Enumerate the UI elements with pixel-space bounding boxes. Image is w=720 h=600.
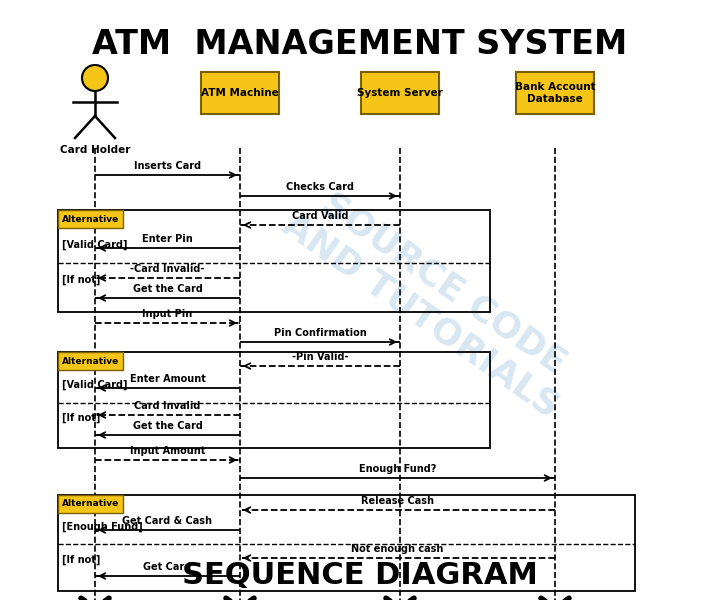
FancyBboxPatch shape bbox=[516, 72, 594, 114]
FancyBboxPatch shape bbox=[58, 352, 123, 370]
Text: [Valid Card]: [Valid Card] bbox=[62, 240, 127, 250]
Text: Alternative: Alternative bbox=[62, 214, 119, 223]
Text: Card Valid: Card Valid bbox=[292, 211, 348, 221]
Text: Input Amount: Input Amount bbox=[130, 446, 205, 456]
Text: Alternative: Alternative bbox=[62, 356, 119, 365]
FancyBboxPatch shape bbox=[201, 72, 279, 114]
Text: Get Card: Get Card bbox=[143, 562, 192, 572]
Text: Input Pin: Input Pin bbox=[143, 309, 193, 319]
Text: Pin Confirmation: Pin Confirmation bbox=[274, 328, 366, 338]
Text: Card Holder: Card Holder bbox=[60, 145, 130, 155]
FancyBboxPatch shape bbox=[58, 495, 123, 513]
Text: Bank Account
Database: Bank Account Database bbox=[515, 82, 595, 104]
Text: Enough Fund?: Enough Fund? bbox=[359, 464, 436, 474]
Text: Card Invalid: Card Invalid bbox=[135, 401, 201, 411]
Text: Enter Amount: Enter Amount bbox=[130, 374, 205, 384]
Text: Get the Card: Get the Card bbox=[132, 421, 202, 431]
Text: System Server: System Server bbox=[357, 88, 443, 98]
Text: Release Cash: Release Cash bbox=[361, 496, 434, 506]
Text: -Card Invalid-: -Card Invalid- bbox=[130, 264, 204, 274]
Text: [Enough Fund]: [Enough Fund] bbox=[62, 522, 143, 532]
Text: Get the Card: Get the Card bbox=[132, 284, 202, 294]
Text: [Valid Card]: [Valid Card] bbox=[62, 380, 127, 390]
Text: Enter Pin: Enter Pin bbox=[142, 234, 193, 244]
Text: [If not]: [If not] bbox=[62, 275, 100, 285]
FancyBboxPatch shape bbox=[58, 210, 123, 228]
Text: [If not]: [If not] bbox=[62, 555, 100, 565]
Text: Checks Card: Checks Card bbox=[286, 182, 354, 192]
Text: SOURCE CODE
AND TUTORIALS: SOURCE CODE AND TUTORIALS bbox=[276, 176, 588, 424]
Text: ATM  MANAGEMENT SYSTEM: ATM MANAGEMENT SYSTEM bbox=[92, 28, 628, 61]
FancyBboxPatch shape bbox=[361, 72, 439, 114]
Text: SEQUENCE DIAGRAM: SEQUENCE DIAGRAM bbox=[182, 561, 538, 590]
Text: ATM Machine: ATM Machine bbox=[201, 88, 279, 98]
Text: [If not]: [If not] bbox=[62, 413, 100, 423]
Text: -Pin Valid-: -Pin Valid- bbox=[292, 352, 348, 362]
Text: Inserts Card: Inserts Card bbox=[134, 161, 201, 171]
Text: Not enough cash: Not enough cash bbox=[351, 544, 444, 554]
Text: Get Card & Cash: Get Card & Cash bbox=[122, 516, 212, 526]
Text: Alternative: Alternative bbox=[62, 499, 119, 509]
Circle shape bbox=[82, 65, 108, 91]
